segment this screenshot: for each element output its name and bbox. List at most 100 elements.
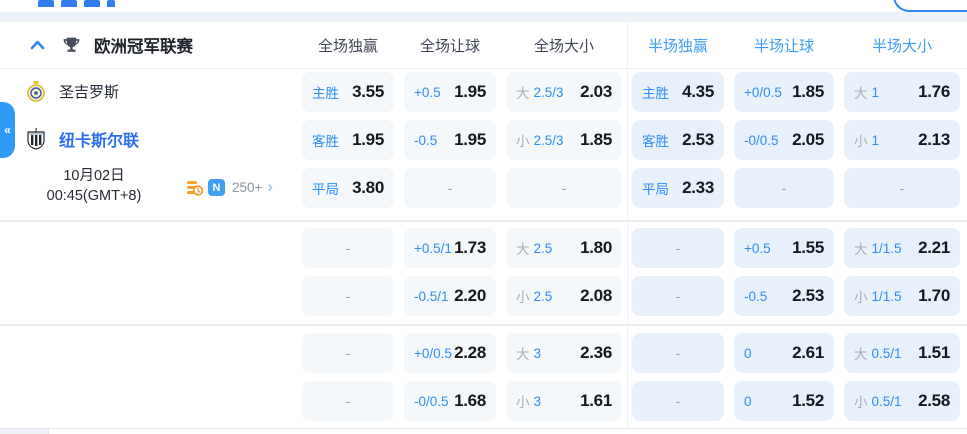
odds-cell[interactable]: -0.5/1 2.20 [404,276,496,316]
markets-count-link[interactable]: N 250+ › [186,178,273,196]
odds-value: 1.51 [918,343,950,362]
clipped-text-fragment [38,0,115,7]
odds-value: 1.68 [454,391,486,410]
handicap-value: 1/1.5 [871,288,902,304]
odds-cell-empty: - [404,168,496,208]
handicap-value: 1/1.5 [871,240,902,256]
odds-cell[interactable]: +0/0.5 1.85 [734,72,834,112]
odds-value: 2.58 [918,391,950,410]
col-header-half-handicap: 半场让球 [753,37,814,55]
group-separator [0,324,967,326]
odds-cell[interactable]: 小 3 1.61 [506,381,622,421]
odds-cell-empty: - [302,381,394,421]
ou-label: 小 [854,134,868,149]
column-headers: 全场独赢 全场让球 全场大小 半场独赢 半场让球 半场大小 [302,35,960,56]
odds-cell[interactable]: 大 1 1.76 [844,72,960,112]
odds-cell[interactable]: 0 2.61 [734,333,834,373]
odds-cell[interactable]: 大 2.5 1.80 [506,228,622,268]
odds-cell[interactable]: +0.5/1 1.73 [404,228,496,268]
n-badge-icon: N [208,179,225,196]
odds-cell[interactable]: 客胜 2.53 [632,120,724,160]
handicap-value: -0.5 [744,288,768,304]
odds-cell[interactable]: 客胜 1.95 [302,120,394,160]
odds-cell[interactable]: 主胜 3.55 [302,72,394,112]
ou-label: 大 [516,86,530,101]
odds-cell[interactable]: 小 0.5/1 2.58 [844,381,960,421]
odds-value: 2.08 [580,286,612,305]
top-divider-band [0,12,967,22]
odds-cell-empty: - [632,381,724,421]
odds-value: 2.36 [580,343,612,362]
odds-cell-empty: - [506,168,622,208]
odds-value: 1.95 [352,130,384,149]
odds-cell[interactable]: 平局 3.80 [302,168,394,208]
odds-row: 主胜 3.55 +0.5 1.95 大 2.5/3 2.03 主胜 4.35 +0/0.5… [302,72,960,112]
ou-label: 小 [854,290,868,305]
odds-cell[interactable]: 大 2.5/3 2.03 [506,72,622,112]
handicap-value: 0.5/1 [871,393,902,409]
odds-row: 客胜 1.95 -0.5 1.95 小 2.5/3 1.85 客胜 2.53 -0/0.5… [302,120,960,160]
ou-label: 小 [854,395,868,410]
odds-value: 1.85 [580,130,612,149]
odds-value: 1.95 [454,130,486,149]
odds-value: 1.70 [918,286,950,305]
odds-cell[interactable]: -0/0.5 1.68 [404,381,496,421]
col-header-half-ou: 半场大小 [871,37,932,55]
odds-value: 1.73 [454,238,486,257]
bet-label: 主胜 [642,86,669,101]
odds-cell[interactable]: 0 1.52 [734,381,834,421]
odds-row: - +0/0.5 2.28 大 3 2.36 - 0 2.61 大 0.5/1 1.51 [302,333,960,373]
handicap-value: 0 [744,393,752,409]
collapse-league-button[interactable] [26,34,48,56]
odds-cell[interactable]: 大 1/1.5 2.21 [844,228,960,268]
ou-label: 小 [516,290,530,305]
match-date: 10月02日 [63,168,125,184]
odds-cell[interactable]: -0/0.5 2.05 [734,120,834,160]
odds-value: 1.95 [454,82,486,101]
odds-value: 1.80 [580,238,612,257]
odds-cell[interactable]: 小 1/1.5 1.70 [844,276,960,316]
ou-label: 小 [516,395,530,410]
odds-cell[interactable]: 主胜 4.35 [632,72,724,112]
ou-label: 大 [516,347,530,362]
chevron-left-double-icon: « [4,123,11,137]
odds-cell[interactable]: 小 1 2.13 [844,120,960,160]
odds-cell[interactable]: 大 0.5/1 1.51 [844,333,960,373]
league-header-row: 欧洲冠军联赛 全场独赢 全场让球 全场大小 半场独赢 半场让球 半场大小 [0,22,967,69]
league-header-left: 欧洲冠军联赛 [0,33,302,57]
odds-cell-empty: - [632,276,724,316]
markets-count: 250+ [232,180,263,195]
odds-cell[interactable]: +0.5 1.55 [734,228,834,268]
odds-value: 2.05 [792,130,824,149]
next-section-edge [0,429,49,434]
odds-value: 1.76 [918,82,950,101]
odds-cell[interactable]: 小 2.5/3 1.85 [506,120,622,160]
league-title: 欧洲冠军联赛 [94,38,193,56]
odds-cell[interactable]: 平局 2.33 [632,168,724,208]
odds-value: 1.61 [580,391,612,410]
ou-label: 大 [854,86,868,101]
odds-cell[interactable]: -0.5 2.53 [734,276,834,316]
odds-cell[interactable]: -0.5 1.95 [404,120,496,160]
home-team-name: 圣吉罗斯 [59,83,120,101]
handicap-value: +0.5/1 [414,240,452,256]
handicap-value: 1 [871,132,880,148]
odds-cell[interactable]: +0.5 1.95 [404,72,496,112]
bet-label: 主胜 [312,86,339,101]
handicap-value: +0.5 [744,240,771,256]
collapse-sidebar-tab[interactable]: « [0,102,15,158]
bet-label: 客胜 [642,134,669,149]
handicap-value: 2.5 [533,288,553,304]
ou-label: 大 [854,347,868,362]
odds-cell[interactable]: 小 2.5 2.08 [506,276,622,316]
odds-value: 2.28 [454,343,486,362]
handicap-value: +0.5 [414,84,441,100]
odds-cell[interactable]: 大 3 2.36 [506,333,622,373]
handicap-value: 0 [744,345,752,361]
odds-value: 1.55 [792,238,824,257]
odds-cell[interactable]: +0/0.5 2.28 [404,333,496,373]
odds-cell-empty: - [632,333,724,373]
handicap-value: 1 [871,84,880,100]
bet-label: 平局 [642,182,669,197]
group-separator [0,220,967,222]
